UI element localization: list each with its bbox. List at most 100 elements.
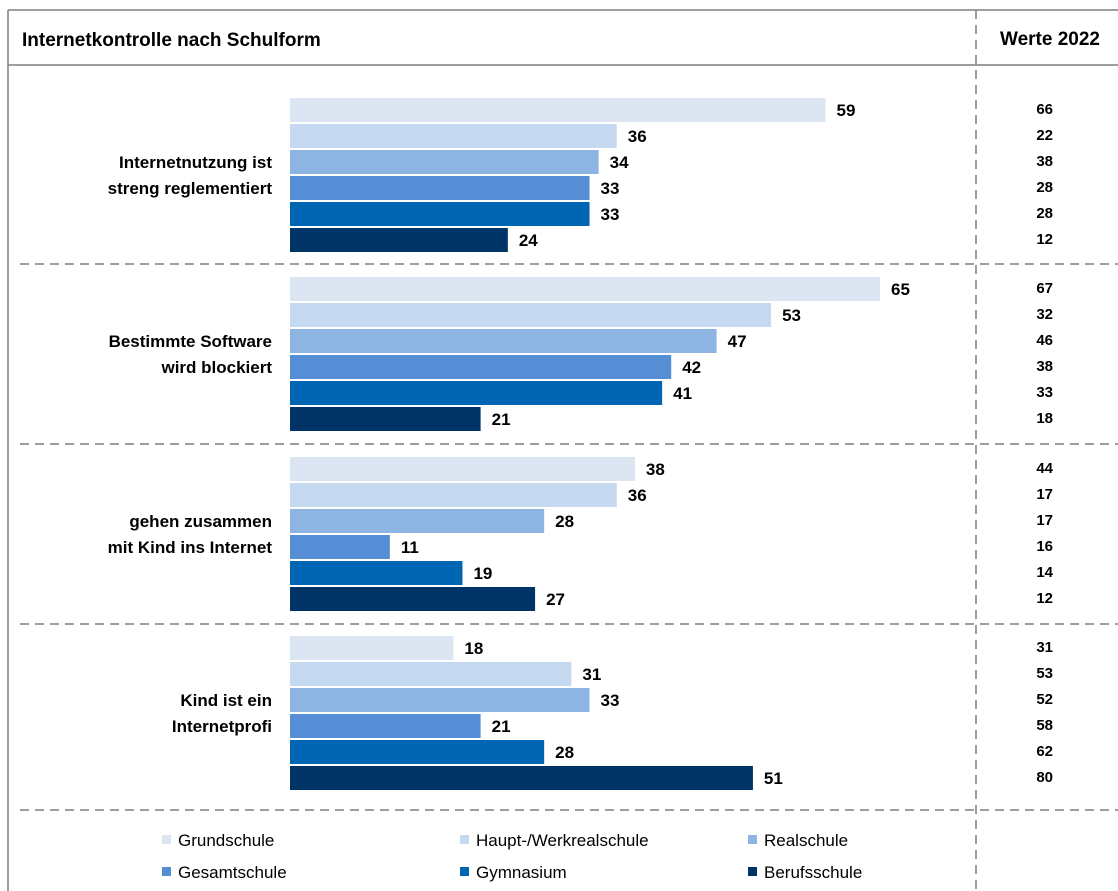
bar (290, 587, 536, 611)
bar-value-label: 51 (764, 769, 783, 788)
comparison-value-2022: 80 (1036, 769, 1053, 786)
comparison-value-2022: 14 (1036, 564, 1053, 581)
chart-title: Internetkontrolle nach Schulform (22, 30, 321, 51)
bar (290, 228, 508, 252)
bar-value-label: 33 (601, 179, 620, 198)
legend-swatch (460, 835, 469, 844)
comparison-value-2022: 18 (1036, 410, 1053, 427)
bar (290, 176, 590, 200)
bar (290, 303, 772, 327)
category-label: Kind ist ein Internetprofi (172, 691, 272, 736)
legend-label: Haupt-/Werkrealschule (476, 831, 649, 850)
category-label-line: mit Kind ins Internet (108, 538, 273, 557)
bar-value-label: 65 (891, 280, 910, 299)
category-label: Internetnutzung ist streng reglementiert (108, 153, 273, 198)
bar (290, 662, 572, 686)
comparison-value-2022: 38 (1036, 153, 1053, 170)
bar-value-label: 38 (646, 460, 665, 479)
bar-value-label: 19 (473, 564, 492, 583)
category-label-line: Internetnutzung ist (119, 153, 272, 172)
bar-value-label: 11 (401, 538, 419, 557)
bar (290, 561, 463, 585)
bar-value-label: 27 (546, 590, 565, 609)
legend-label: Grundschule (178, 831, 274, 850)
comparison-header: Werte 2022 (1000, 29, 1100, 50)
comparison-value-2022: 32 (1036, 306, 1053, 323)
bar (290, 407, 481, 431)
bar-value-label: 33 (601, 205, 620, 224)
legend-swatch (748, 867, 757, 876)
bar (290, 766, 753, 790)
legend: Grundschule Haupt-/Werkrealschule Realschu… (162, 831, 862, 882)
category-label-line: Bestimmte Software (109, 332, 272, 351)
category-label: Bestimmte Software wird blockiert (109, 332, 273, 377)
comparison-value-2022: 38 (1036, 358, 1053, 375)
bar-value-label: 36 (628, 127, 647, 146)
bar (290, 202, 590, 226)
comparison-value-2022: 52 (1036, 691, 1053, 708)
bar-value-label: 21 (492, 717, 511, 736)
chart-frame (7, 9, 1118, 891)
bar (290, 98, 826, 122)
bar-value-label: 42 (682, 358, 701, 377)
comparison-value-2022: 33 (1036, 384, 1053, 401)
bar-value-label: 21 (492, 410, 511, 429)
bar-value-label: 36 (628, 486, 647, 505)
category-label-line: gehen zusammen (129, 512, 272, 531)
comparison-value-2022: 16 (1036, 538, 1053, 555)
comparison-value-2022: 66 (1036, 101, 1053, 118)
comparison-value-2022: 17 (1036, 512, 1053, 529)
bar-value-label: 28 (555, 512, 574, 531)
bar (290, 740, 545, 764)
bar (290, 636, 454, 660)
bar (290, 688, 590, 712)
legend-label: Gesamtschule (178, 863, 287, 882)
comparison-value-2022: 44 (1036, 460, 1053, 477)
comparison-value-2022: 46 (1036, 332, 1053, 349)
legend-swatch (748, 835, 757, 844)
bar (290, 381, 663, 405)
comparison-value-2022: 58 (1036, 717, 1053, 734)
bar (290, 483, 617, 507)
bar-value-label: 31 (582, 665, 601, 684)
bar (290, 329, 717, 353)
comparison-value-2022: 28 (1036, 205, 1053, 222)
bar (290, 457, 635, 481)
bar-value-label: 24 (519, 231, 538, 250)
bar-value-label: 28 (555, 743, 574, 762)
category-label-line: Internetprofi (172, 717, 272, 736)
bar-value-label: 33 (601, 691, 620, 710)
bar (290, 509, 545, 533)
comparison-value-2022: 62 (1036, 743, 1053, 760)
comparison-value-2022: 12 (1036, 590, 1053, 607)
legend-swatch (460, 867, 469, 876)
bar (290, 714, 481, 738)
comparison-value-2022: 28 (1036, 179, 1053, 196)
plot-area: Internetnutzung ist streng reglementiert 5… (20, 98, 1118, 811)
comparison-value-2022: 67 (1036, 280, 1053, 297)
bar (290, 124, 617, 148)
bar-value-label: 41 (673, 384, 692, 403)
comparison-value-2022: 22 (1036, 127, 1053, 144)
comparison-value-2022: 53 (1036, 665, 1053, 682)
legend-label: Realschule (764, 831, 848, 850)
bar-value-label: 59 (837, 101, 856, 120)
comparison-value-2022: 17 (1036, 486, 1053, 503)
legend-swatch (162, 867, 171, 876)
bar (290, 355, 672, 379)
bar-value-label: 53 (782, 306, 801, 325)
bar (290, 150, 599, 174)
category-label: gehen zusammen mit Kind ins Internet (108, 512, 273, 557)
bar-value-label: 47 (728, 332, 747, 351)
category-label-line: wird blockiert (160, 358, 272, 377)
legend-label: Berufsschule (764, 863, 862, 882)
comparison-value-2022: 31 (1036, 639, 1053, 656)
comparison-value-2022: 12 (1036, 231, 1053, 248)
legend-swatch (162, 835, 171, 844)
bar (290, 277, 880, 301)
legend-label: Gymnasium (476, 863, 567, 882)
category-label-line: streng reglementiert (108, 179, 273, 198)
bar-value-label: 18 (464, 639, 483, 658)
category-label-line: Kind ist ein (180, 691, 272, 710)
